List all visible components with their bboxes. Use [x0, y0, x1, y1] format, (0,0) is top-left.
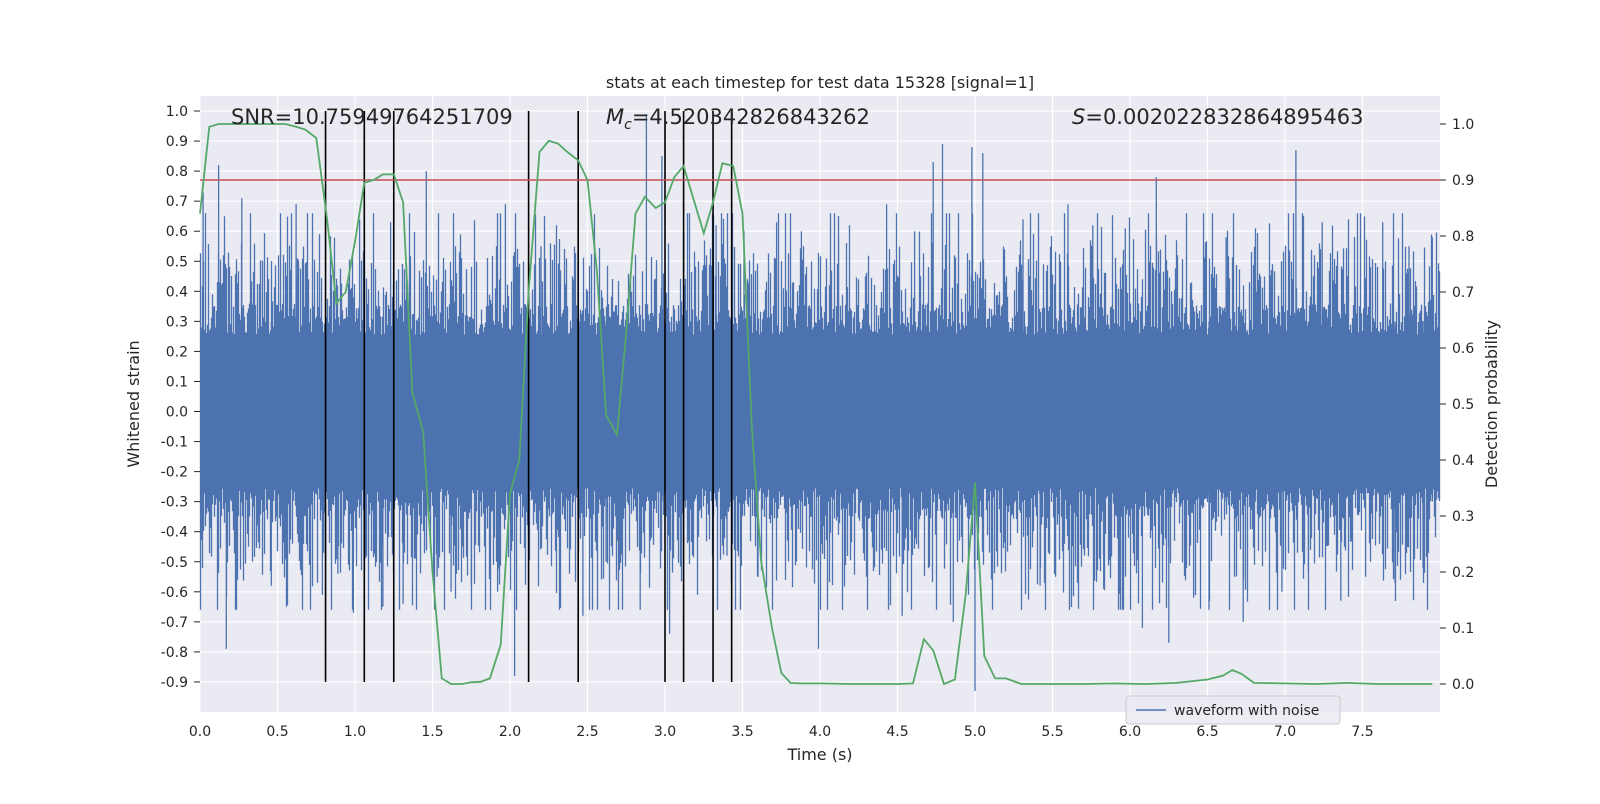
right-tick-label-10: 0.0: [1452, 677, 1474, 693]
x-tick-label-9: 4.5: [886, 724, 908, 740]
chirp-mass-value: =4.520342826843262: [632, 105, 870, 129]
x-tick-label-4: 2.0: [499, 724, 521, 740]
snr-annotation: SNR=10.75949764251709: [231, 105, 513, 129]
left-axis-label: Whitened strain: [124, 340, 143, 467]
left-tick-label-14: -0.4: [161, 525, 188, 541]
x-tick-label-7: 3.5: [731, 724, 753, 740]
right-tick-label-3: 0.7: [1452, 285, 1474, 301]
legend: waveform with noise: [1125, 695, 1341, 725]
x-axis-ticks: 0.0 0.5 1.0 1.5 2.0 2.5 3.0 3.5 4.0 4.5 5.0 5.5 6.0 6…: [189, 724, 1374, 740]
left-tick-label-2: 0.8: [166, 164, 188, 180]
x-tick-label-1: 0.5: [266, 724, 288, 740]
left-tick-label-11: -0.1: [161, 435, 188, 451]
left-tick-label-16: -0.6: [161, 585, 188, 601]
s-annotation: S=0.002022832864895463: [1072, 105, 1363, 129]
x-tick-label-14: 7.0: [1274, 724, 1296, 740]
right-tick-label-7: 0.3: [1452, 509, 1474, 525]
left-tick-label-8: 0.2: [166, 344, 188, 360]
x-tick-label-10: 5.0: [964, 724, 986, 740]
s-symbol: S: [1072, 105, 1085, 129]
legend-label: waveform with noise: [1174, 703, 1319, 719]
left-tick-label-6: 0.4: [166, 284, 188, 300]
left-tick-label-15: -0.5: [161, 555, 188, 571]
x-tick-label-13: 6.5: [1196, 724, 1218, 740]
right-tick-label-2: 0.8: [1452, 229, 1474, 245]
chirp-mass-annotation: Mc=4.520342826843262: [606, 105, 870, 133]
probability-series: [199, 123, 1433, 686]
left-axis-ticks: 1.0 0.9 0.8 0.7 0.6 0.5 0.4 0.3 0.2 0.1 0.0 -0.1 -0.…: [161, 104, 200, 691]
left-tick-label-5: 0.5: [166, 254, 188, 270]
x-tick-label-8: 4.0: [809, 724, 831, 740]
left-tick-label-10: 0.0: [166, 405, 188, 421]
chirp-mass-symbol: M: [606, 105, 624, 129]
right-tick-label-1: 0.9: [1452, 173, 1474, 189]
right-tick-label-0: 1.0: [1452, 117, 1474, 133]
left-tick-label-4: 0.6: [166, 224, 188, 240]
x-tick-label-12: 6.0: [1119, 724, 1141, 740]
x-tick-label-11: 5.5: [1041, 724, 1063, 740]
right-tick-label-6: 0.4: [1452, 453, 1474, 469]
right-tick-label-4: 0.6: [1452, 341, 1474, 357]
left-tick-label-7: 0.3: [166, 314, 188, 330]
legend-box: [1125, 695, 1341, 725]
right-tick-label-5: 0.5: [1452, 397, 1474, 413]
right-tick-label-9: 0.1: [1452, 621, 1474, 637]
right-axis-label: Detection probability: [1482, 320, 1501, 488]
probability-line: [199, 123, 1433, 686]
x-axis-label: Time (s): [786, 745, 852, 764]
x-tick-label-3: 1.5: [421, 724, 443, 740]
left-tick-label-19: -0.9: [161, 675, 188, 691]
chirp-mass-subscript: c: [624, 117, 632, 133]
left-tick-label-12: -0.2: [161, 465, 188, 481]
x-tick-label-0: 0.0: [189, 724, 211, 740]
left-tick-label-1: 0.9: [166, 134, 188, 150]
x-tick-label-6: 3.0: [654, 724, 676, 740]
x-tick-label-5: 2.5: [576, 724, 598, 740]
left-tick-label-9: 0.1: [166, 374, 188, 390]
left-tick-label-13: -0.3: [161, 495, 188, 511]
left-tick-label-3: 0.7: [166, 194, 188, 210]
right-tick-label-8: 0.2: [1452, 565, 1474, 581]
left-tick-label-17: -0.7: [161, 615, 188, 631]
x-tick-label-15: 7.5: [1351, 724, 1373, 740]
waveform-line: [199, 114, 1441, 691]
s-value: =0.002022832864895463: [1085, 105, 1363, 129]
x-tick-label-2: 1.0: [344, 724, 366, 740]
left-tick-label-18: -0.8: [161, 645, 188, 661]
right-axis-ticks: 1.0 0.9 0.8 0.7 0.6 0.5 0.4 0.3 0.2 0.1 0.0: [1440, 117, 1474, 693]
chart-title: stats at each timestep for test data 153…: [606, 73, 1034, 92]
left-tick-label-0: 1.0: [166, 104, 188, 120]
waveform-series: [199, 114, 1441, 691]
